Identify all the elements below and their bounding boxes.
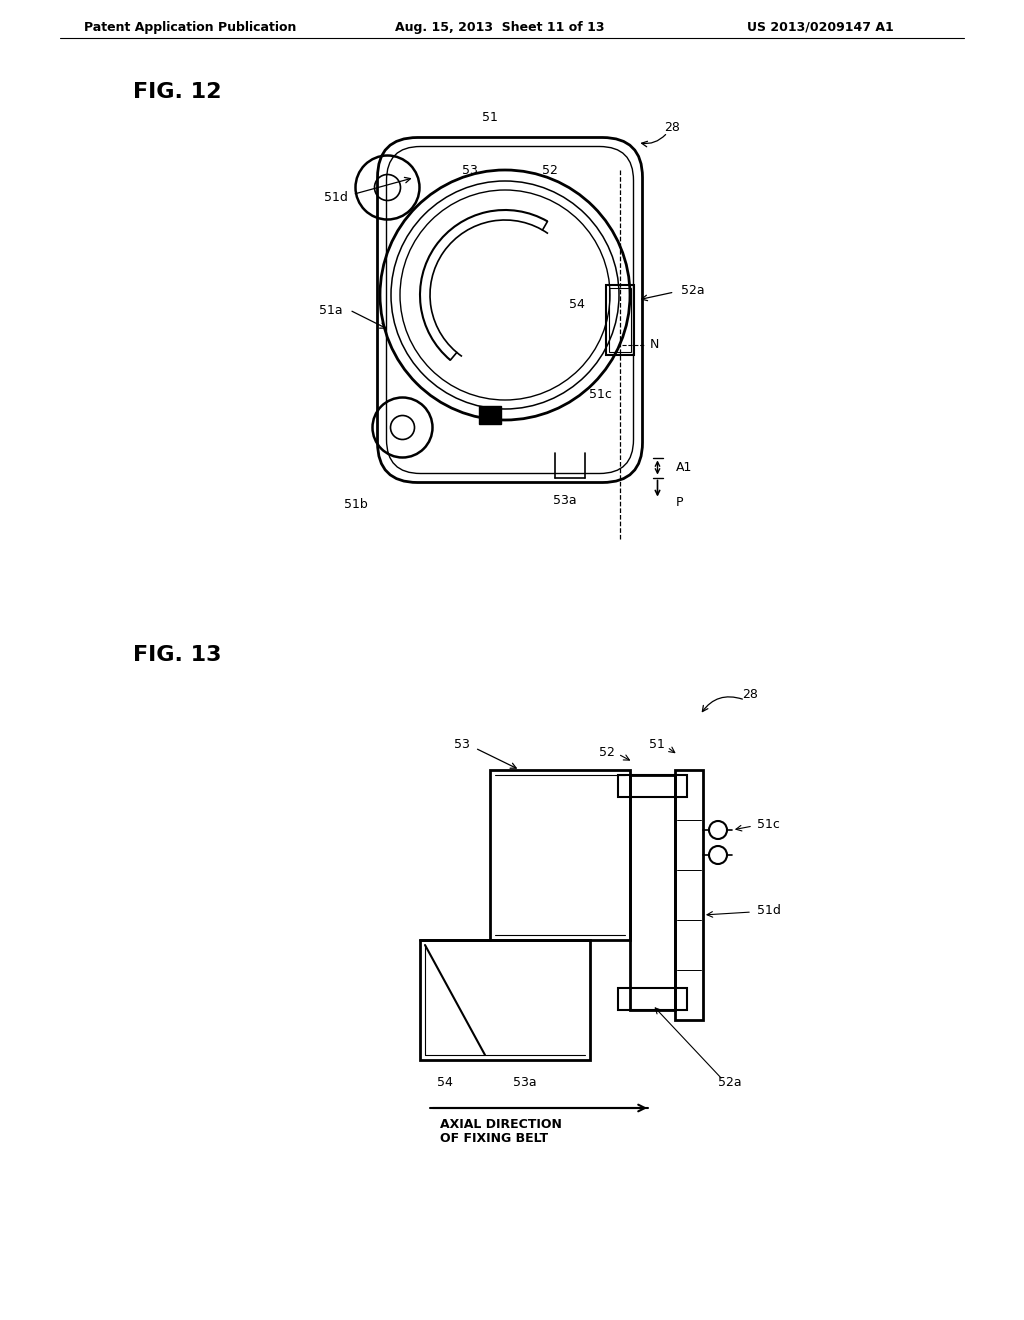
Text: A1: A1: [676, 461, 692, 474]
Text: 51d: 51d: [324, 191, 347, 205]
Text: OF FIXING BELT: OF FIXING BELT: [440, 1131, 548, 1144]
Text: FIG. 13: FIG. 13: [133, 645, 221, 665]
Text: 51c: 51c: [757, 818, 780, 832]
Text: 53: 53: [454, 738, 470, 751]
Text: 51: 51: [649, 738, 665, 751]
Text: US 2013/0209147 A1: US 2013/0209147 A1: [746, 21, 893, 33]
Text: 52a: 52a: [681, 284, 705, 297]
Text: FIG. 12: FIG. 12: [133, 82, 221, 102]
Bar: [675, 770, 703, 1020]
Text: 52: 52: [599, 746, 615, 759]
Text: 52a: 52a: [718, 1076, 741, 1089]
Bar: [618, 987, 687, 1010]
Bar: [490, 770, 630, 940]
Text: Aug. 15, 2013  Sheet 11 of 13: Aug. 15, 2013 Sheet 11 of 13: [395, 21, 605, 33]
Text: 51: 51: [482, 111, 498, 124]
Text: 28: 28: [665, 121, 680, 135]
Text: 51b: 51b: [344, 498, 368, 511]
Text: 28: 28: [742, 689, 758, 701]
Text: 54: 54: [569, 298, 585, 312]
Text: AXIAL DIRECTION: AXIAL DIRECTION: [440, 1118, 562, 1130]
Text: 53a: 53a: [513, 1076, 537, 1089]
Text: 52: 52: [542, 164, 558, 177]
Bar: [630, 775, 675, 1010]
Text: 51d: 51d: [757, 903, 781, 916]
Text: 53a: 53a: [553, 494, 577, 507]
Bar: [479, 407, 501, 424]
Text: Patent Application Publication: Patent Application Publication: [84, 21, 296, 33]
Text: 53: 53: [462, 164, 478, 177]
Text: 51c: 51c: [589, 388, 611, 401]
Bar: [609, 288, 631, 352]
Text: 54: 54: [437, 1076, 453, 1089]
Text: N: N: [650, 338, 659, 351]
Bar: [420, 940, 590, 1060]
Bar: [606, 285, 634, 355]
Bar: [618, 775, 687, 797]
Text: P: P: [676, 496, 683, 510]
Text: 51a: 51a: [318, 304, 342, 317]
